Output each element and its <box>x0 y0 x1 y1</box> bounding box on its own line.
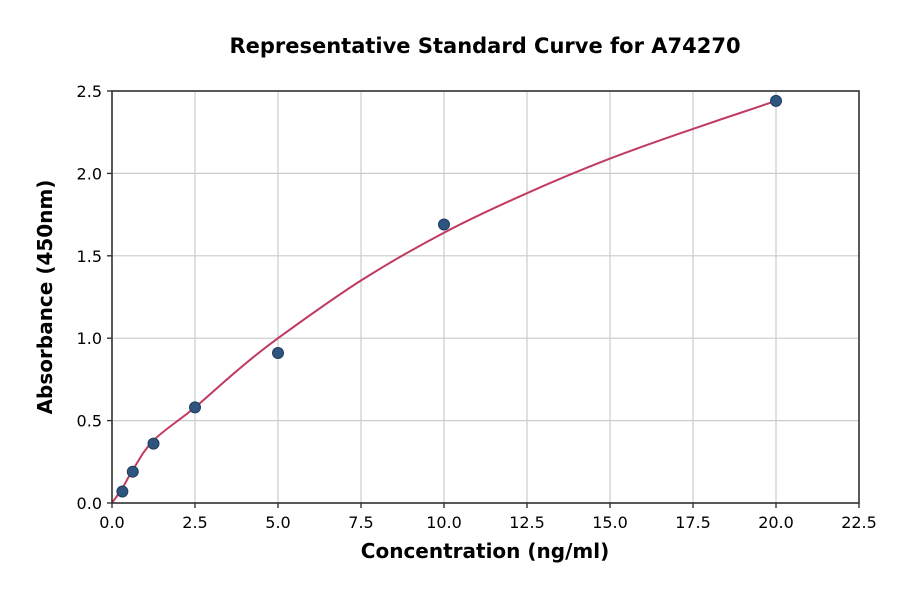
x-tick-label: 2.5 <box>182 513 207 532</box>
x-axis-label: Concentration (ng/ml) <box>360 539 610 563</box>
data-point <box>770 94 782 107</box>
x-tick-label: 7.5 <box>348 513 373 532</box>
data-point <box>272 347 284 360</box>
x-tick-label: 0.0 <box>99 513 124 532</box>
x-tick-label: 17.5 <box>675 513 711 532</box>
y-tick-label: 1.5 <box>77 247 102 266</box>
chart-title: Representative Standard Curve for A74270 <box>229 34 741 58</box>
data-point <box>147 437 160 450</box>
y-tick-label: 2.0 <box>77 164 102 183</box>
y-tick-label: 0.5 <box>77 412 102 431</box>
x-tick-label: 5.0 <box>265 513 290 532</box>
x-tick-label: 12.5 <box>509 513 545 532</box>
data-point <box>126 465 139 478</box>
x-tick-label: 20.0 <box>758 513 794 532</box>
data-point <box>189 401 201 414</box>
y-axis-label: Absorbance (450nm) <box>33 179 57 415</box>
data-point <box>438 218 450 231</box>
data-point <box>116 485 129 498</box>
x-tick-label: 15.0 <box>592 513 628 532</box>
x-tick-label: 22.5 <box>841 513 877 532</box>
y-tick-label: 2.5 <box>77 82 102 101</box>
x-tick-label: 10.0 <box>426 513 462 532</box>
y-tick-label: 0.0 <box>77 494 102 513</box>
plot-frame <box>111 90 860 504</box>
y-tick-label: 1.0 <box>77 329 102 348</box>
